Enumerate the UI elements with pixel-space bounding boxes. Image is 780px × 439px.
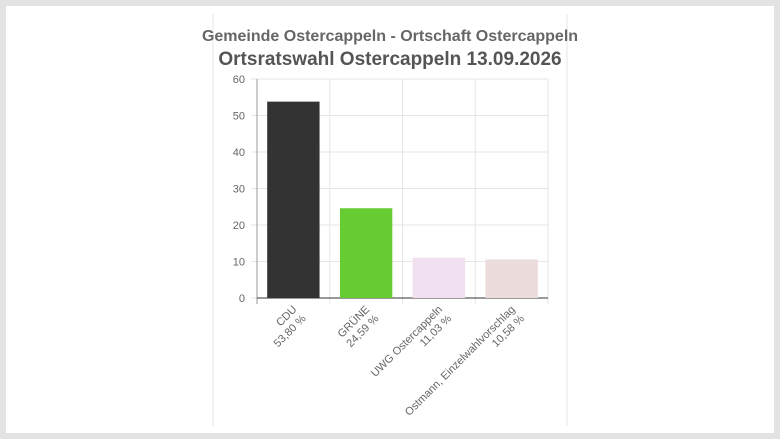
bar	[412, 257, 466, 298]
y-tick-label: 50	[233, 111, 245, 123]
y-tick-label: 20	[233, 220, 245, 232]
bar	[339, 208, 393, 298]
y-tick-label: 10	[233, 257, 245, 269]
chart-subtitle: Ortsratswahl Ostercappeln 13.09.2026	[218, 49, 561, 70]
y-tick-label: 0	[239, 293, 245, 305]
y-tick-label: 60	[233, 74, 245, 86]
chart: Gemeinde Ostercappeln - Ortschaft Osterc…	[202, 14, 578, 426]
bar	[485, 259, 538, 298]
y-tick-label: 30	[233, 184, 245, 196]
bar	[267, 101, 320, 298]
y-tick-label: 40	[233, 147, 245, 159]
chart-title: Gemeinde Ostercappeln - Ortschaft Osterc…	[202, 28, 578, 45]
